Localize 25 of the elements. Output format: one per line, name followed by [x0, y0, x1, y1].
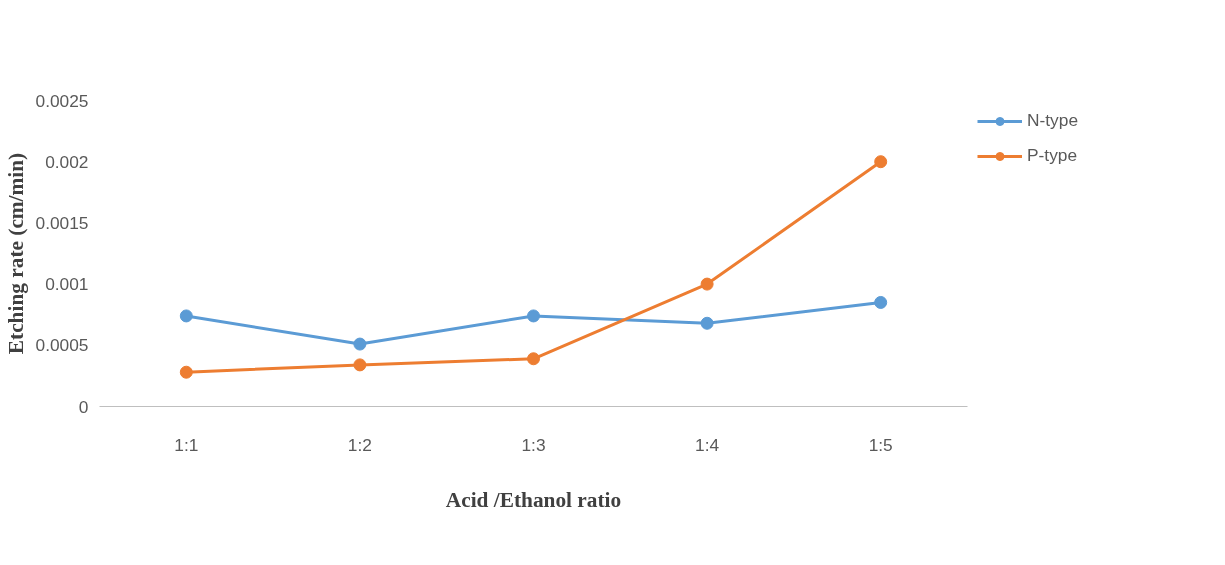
y-tick-label: 0.0025 — [35, 90, 89, 111]
point — [179, 365, 193, 379]
x-tick-label: 1:3 — [521, 434, 546, 455]
point — [527, 309, 540, 323]
legend-label: P-type — [1027, 145, 1078, 166]
legend-label: N-type — [1027, 110, 1079, 131]
y-tick-label: 0 — [78, 396, 89, 417]
x-tick-label: 1:4 — [695, 434, 720, 455]
point — [700, 316, 714, 330]
y-tick-label: 0.0015 — [35, 212, 89, 233]
point — [874, 295, 888, 309]
x-axis-title: Acid /Ethanol ratio — [445, 487, 622, 512]
point — [527, 352, 540, 366]
y-axis-title: Etching rate (cm/min) — [3, 152, 28, 355]
y-tick-label: 0.002 — [45, 151, 89, 172]
point — [700, 277, 714, 291]
x-tick-label: 1:1 — [174, 434, 199, 455]
x-tick-label: 1:2 — [347, 434, 372, 455]
point — [874, 155, 888, 169]
y-tick-label: 0.0005 — [35, 335, 89, 356]
y-tick-label: 0.001 — [45, 274, 89, 295]
point — [353, 358, 367, 372]
point — [179, 309, 193, 323]
point — [353, 337, 367, 351]
x-tick-label: 1:5 — [868, 434, 893, 455]
